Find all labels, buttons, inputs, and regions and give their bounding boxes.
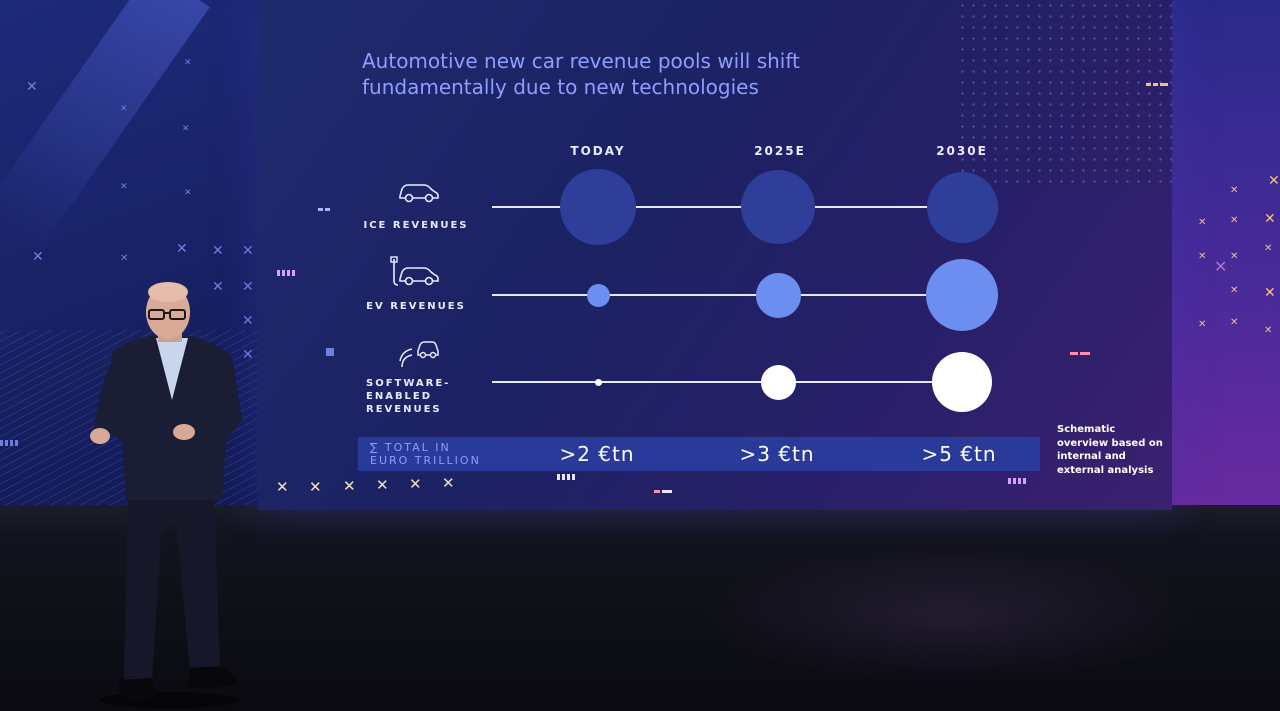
bubble-software-2030e <box>932 352 992 412</box>
x-mark-icon: ✕ <box>184 188 192 198</box>
bubble-ev-2030e <box>926 259 998 331</box>
x-mark-icon: ✕ <box>120 104 128 114</box>
pixel-tag <box>557 474 577 480</box>
x-mark-icon: ✕ <box>1214 257 1228 276</box>
x-mark-icon: ✕ <box>409 475 422 493</box>
total-value-2030e: >5 €tn <box>921 442 997 466</box>
pixel-tag <box>277 270 297 276</box>
bubble-ev-2025e <box>755 272 801 318</box>
total-bar <box>358 437 1040 471</box>
timeline-software <box>492 381 962 383</box>
presentation-screen <box>258 0 1172 510</box>
x-mark-icon: ✕ <box>1230 215 1239 226</box>
stage-floor <box>0 505 1280 711</box>
schematic-note: Schematic overview based on internal and… <box>1057 424 1163 476</box>
pixel-tag <box>0 440 18 446</box>
pixel-tag <box>318 208 336 211</box>
ev-charging-car-icon <box>390 256 439 286</box>
pixel-tag <box>654 490 672 493</box>
light-streak <box>0 0 210 253</box>
bubble-software-today <box>594 378 602 386</box>
x-mark-icon: ✕ <box>212 243 224 259</box>
dot-grid-pattern <box>957 0 1172 190</box>
x-mark-icon: ✕ <box>120 182 128 192</box>
right-video-wall: ✕ ✕ ✕ ✕ ✕ ✕ ✕ ✕ ✕ ✕ ✕ ✕ ✕ ✕ <box>1170 0 1280 520</box>
x-mark-icon: ✕ <box>1198 251 1207 262</box>
x-mark-icon: ✕ <box>442 474 455 492</box>
x-mark-icon: ✕ <box>212 279 224 295</box>
timeline-ice <box>492 206 962 208</box>
x-mark-icon: ✕ <box>184 58 192 68</box>
x-mark-icon: ✕ <box>242 243 254 259</box>
x-mark-icon: ✕ <box>120 253 129 264</box>
total-value-today: >2 €tn <box>559 442 635 466</box>
pixel-tag <box>1070 352 1090 355</box>
x-mark-icon: ✕ <box>1268 173 1280 189</box>
row-label-ev: EV REVENUES <box>366 301 466 312</box>
x-mark-icon: ✕ <box>32 249 44 265</box>
left-video-wall: ✕ ✕ ✕ ✕ ✕ ✕ ✕ ✕ ✕ ✕ ✕ ✕ ✕ ✕ ✕ <box>0 0 262 520</box>
x-mark-icon: ✕ <box>1230 317 1239 328</box>
bubble-ev-today <box>586 283 610 307</box>
x-mark-icon: ✕ <box>1264 243 1273 254</box>
x-mark-icon: ✕ <box>1198 217 1207 228</box>
x-mark-icon: ✕ <box>1264 211 1276 227</box>
slide-title: Automotive new car revenue pools will sh… <box>362 49 800 99</box>
column-header-2030e: 2030E <box>936 144 988 158</box>
bubble-ice-2030e <box>926 171 998 243</box>
wall-grid-pattern <box>0 330 262 520</box>
x-mark-icon: ✕ <box>1264 285 1276 301</box>
x-mark-icon: ✕ <box>1264 325 1273 336</box>
x-mark-icon: ✕ <box>1198 319 1207 330</box>
x-mark-icon: ✕ <box>309 478 322 496</box>
x-mark-icon: ✕ <box>1230 185 1239 196</box>
pixel-tag <box>326 348 346 356</box>
floor-reflection <box>700 545 1200 685</box>
bubble-software-2025e <box>760 364 796 400</box>
x-mark-icon: ✕ <box>343 477 356 495</box>
pixel-tag <box>1008 478 1028 484</box>
column-header-today: TODAY <box>570 144 626 158</box>
bubble-ice-2025e <box>741 170 815 244</box>
total-label: ∑ TOTAL IN EURO TRILLION <box>370 441 481 467</box>
x-mark-icon: ✕ <box>376 476 389 494</box>
pixel-tag <box>1146 83 1168 86</box>
car-icon <box>399 184 439 203</box>
total-value-2025e: >3 €tn <box>739 442 815 466</box>
x-mark-icon: ✕ <box>176 241 188 257</box>
x-mark-icon: ✕ <box>242 279 254 295</box>
x-mark-icon: ✕ <box>242 313 254 329</box>
x-mark-icon: ✕ <box>182 124 190 134</box>
row-label-ice: ICE REVENUES <box>363 220 469 231</box>
timeline-ev <box>492 294 962 296</box>
x-mark-icon: ✕ <box>26 79 38 95</box>
bubble-ice-today <box>560 169 636 245</box>
column-header-2025e: 2025E <box>754 144 806 158</box>
x-mark-icon: ✕ <box>242 347 254 363</box>
x-mark-icon: ✕ <box>1230 251 1239 262</box>
row-label-software: SOFTWARE- ENABLED REVENUES <box>366 378 451 415</box>
connected-car-icon <box>399 341 439 368</box>
x-mark-icon: ✕ <box>1230 285 1239 296</box>
x-mark-icon: ✕ <box>276 478 289 496</box>
